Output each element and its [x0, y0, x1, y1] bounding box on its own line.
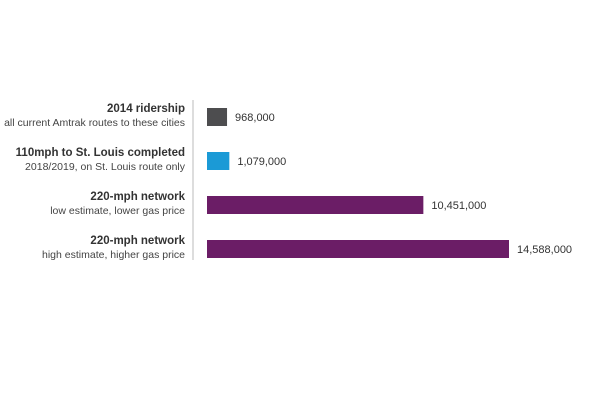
bar-value-label-1: 968,000	[235, 112, 275, 124]
bar-3	[207, 196, 424, 214]
category-title-2: 110mph to St. Louis completed	[16, 147, 185, 159]
bar-2	[207, 152, 230, 170]
category-title-3: 220-mph network	[90, 191, 185, 203]
category-subtitle-2: 2018/2019, on St. Louis route only	[25, 161, 186, 173]
category-title-1: 2014 ridership	[107, 103, 185, 115]
bar-value-label-4: 14,588,000	[517, 244, 572, 256]
category-subtitle-4: high estimate, higher gas price	[42, 249, 185, 261]
bar-4	[207, 240, 509, 258]
category-subtitle-3: low estimate, lower gas price	[50, 205, 185, 217]
bar-value-label-2: 1,079,000	[237, 156, 286, 168]
category-subtitle-1: all current Amtrak routes to these citie…	[4, 117, 185, 129]
bar-value-label-3: 10,451,000	[431, 200, 486, 212]
category-title-4: 220-mph network	[90, 235, 185, 247]
bar-1	[207, 108, 228, 126]
